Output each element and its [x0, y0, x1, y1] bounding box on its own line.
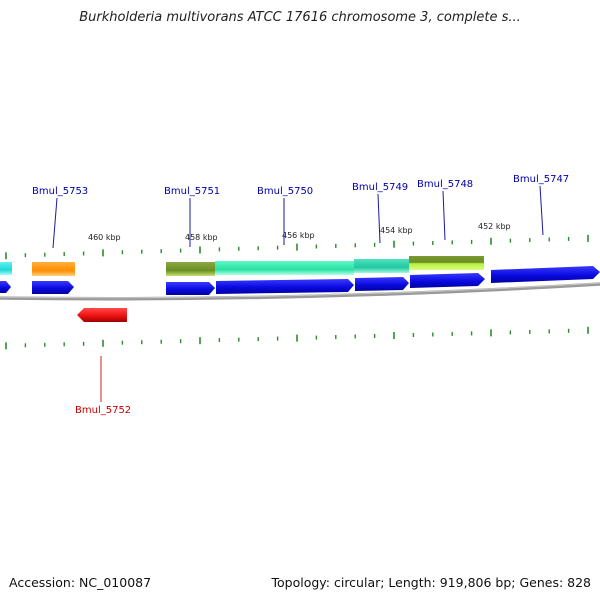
gene-label[interactable]: Bmul_5749	[352, 182, 408, 193]
cds-arrow-forward[interactable]	[0, 281, 11, 293]
gene-label[interactable]: Bmul_5753	[32, 186, 88, 197]
label-leader-line	[377, 193, 381, 244]
cds-arrow-reverse[interactable]	[77, 308, 127, 322]
feature-block-aquamarine[interactable]	[215, 261, 354, 275]
genome-stats-text: Topology: circular; Length: 919,806 bp; …	[271, 575, 592, 590]
tick-track-lower	[5, 326, 589, 350]
cds-arrow-forward[interactable]	[355, 277, 409, 291]
feature-block-orange[interactable]	[32, 262, 75, 276]
feature-block-olive[interactable]	[166, 262, 215, 276]
feature-block-olive-lime[interactable]	[409, 256, 484, 270]
cds-arrow-forward[interactable]	[491, 266, 600, 283]
scale-label: 460 kbp	[88, 233, 121, 242]
map-title: Burkholderia multivorans ATCC 17616 chro…	[79, 10, 521, 25]
gene-label[interactable]: Bmul_5750	[257, 186, 313, 197]
cds-arrow-forward[interactable]	[166, 282, 215, 295]
backbone-highlight	[0, 282, 600, 299]
gene-label[interactable]: Bmul_5751	[164, 186, 220, 197]
scale-label: 456 kbp	[282, 231, 315, 240]
gene-label[interactable]: Bmul_5748	[417, 179, 473, 190]
feature-block-teal[interactable]	[354, 259, 409, 273]
cds-arrow-forward[interactable]	[410, 273, 485, 288]
cds-arrow-forward[interactable]	[32, 281, 74, 294]
accession-text: Accession: NC_010087	[9, 575, 152, 590]
backbone	[0, 282, 600, 301]
scale-label: 454 kbp	[380, 226, 413, 235]
gene-label[interactable]: Bmul_5752	[75, 405, 131, 416]
label-leader-line	[442, 190, 446, 241]
label-leader-line	[539, 185, 544, 236]
feature-block-cyan[interactable]	[0, 262, 12, 275]
label-leader-line	[52, 197, 58, 249]
gene-label[interactable]: Bmul_5747	[513, 174, 569, 185]
tick-track-upper	[5, 234, 589, 260]
scale-label: 452 kbp	[478, 222, 511, 231]
cds-arrow-forward[interactable]	[216, 279, 354, 294]
scale-label: 458 kbp	[185, 233, 218, 242]
